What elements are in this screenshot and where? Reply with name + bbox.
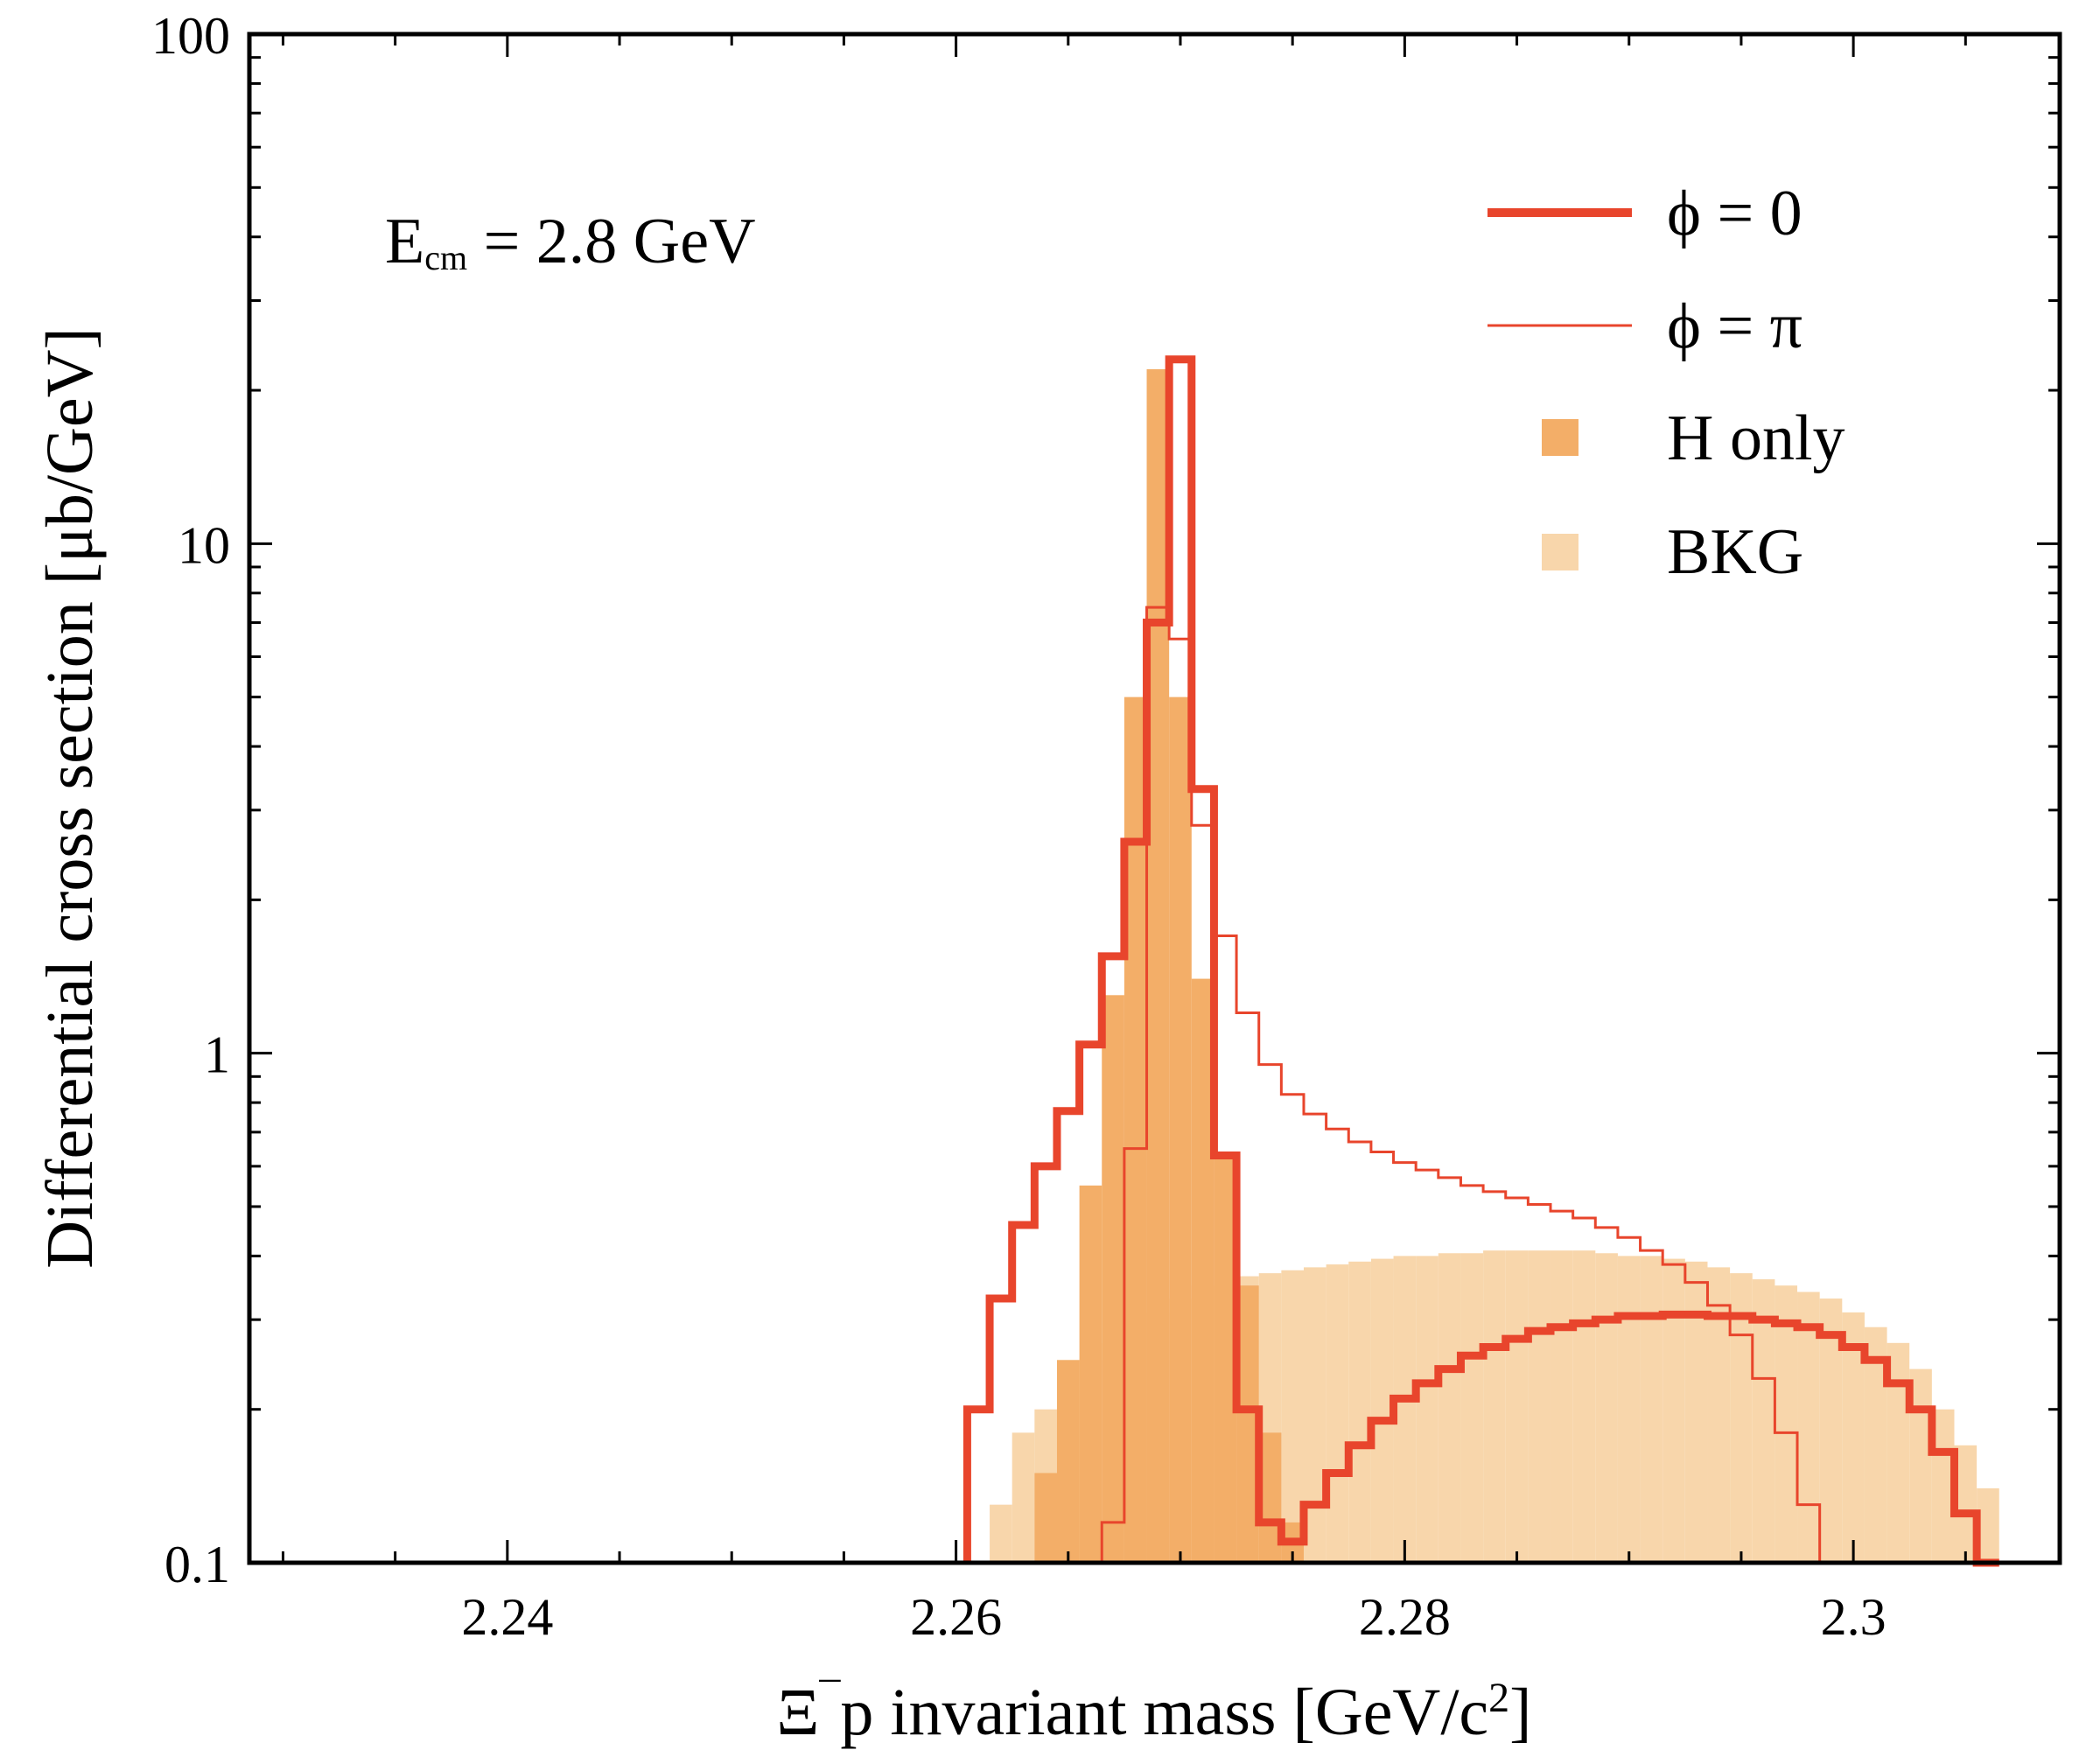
bkg-bar [1505, 1250, 1529, 1563]
bkg-bar [1617, 1256, 1641, 1563]
h-only-bar [1056, 1360, 1080, 1563]
bkg-bar [1460, 1253, 1484, 1563]
series-layer [962, 355, 1999, 1567]
bkg-bar [1012, 1432, 1035, 1563]
y-tick-label: 10 [178, 516, 230, 574]
bkg-bar [1348, 1261, 1371, 1563]
legend-label-phi0: ϕ = 0 [1667, 178, 1802, 249]
bkg-bar [1483, 1250, 1506, 1563]
plot-frame [247, 32, 2062, 1565]
h-only-bar [1102, 995, 1124, 1563]
bkg-bar [1528, 1250, 1551, 1563]
bkg-bar [1684, 1261, 1708, 1563]
y-tick-label: 100 [151, 7, 230, 65]
x-tick-label: 2.26 [910, 1588, 1002, 1646]
legend-label-bkg: BKG [1667, 516, 1803, 588]
legend-label-h-only: H only [1667, 402, 1845, 474]
series-phi0-line [962, 355, 1999, 1567]
legend-swatch-bkg [1542, 534, 1578, 570]
bkg-bar [1572, 1250, 1596, 1563]
bkg-bar [990, 1504, 1012, 1563]
h-only-bar [1034, 1473, 1057, 1563]
y-axis-label: Differential cross section [μb/GeV] [33, 327, 107, 1269]
bkg-bar [1550, 1250, 1573, 1563]
x-tick-label: 2.3 [1821, 1588, 1886, 1646]
x-tick-label: 2.24 [461, 1588, 553, 1646]
legend: ϕ = 0 ϕ = π H only BKG [1488, 178, 1845, 588]
bkg-bar [1662, 1258, 1685, 1563]
bkg-bar [1416, 1256, 1438, 1563]
legend-swatch-h-only [1542, 419, 1578, 456]
x-axis-label: Ξ¯p invariant mass [GeV/c2] [777, 1675, 1532, 1749]
h-only-bar [1079, 1185, 1102, 1563]
y-tick-label: 1 [204, 1026, 230, 1084]
bkg-bar [1774, 1285, 1798, 1563]
bkg-bar [1326, 1264, 1349, 1563]
legend-label-phipi: ϕ = π [1667, 290, 1802, 362]
h-only-bar [1169, 696, 1192, 1563]
x-tick-label: 2.28 [1359, 1588, 1451, 1646]
annotation-energy: Ecm = 2.8 GeV [385, 206, 756, 277]
bkg-bar [1595, 1253, 1618, 1563]
bkg-bar [1438, 1253, 1461, 1563]
y-tick-label: 0.1 [164, 1536, 230, 1593]
bkg-bar [1640, 1256, 1663, 1563]
